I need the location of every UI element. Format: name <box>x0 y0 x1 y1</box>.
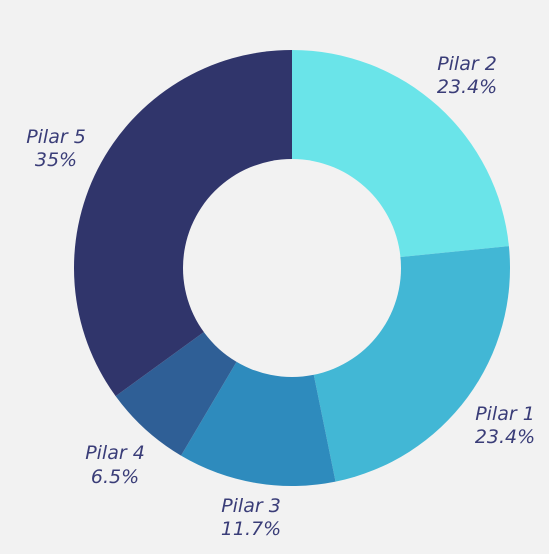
label-pilar-5-value: 35% <box>35 149 77 171</box>
slice-labels: Pilar 2 23.4% Pilar 1 23.4% Pilar 3 11.7… <box>26 53 535 540</box>
label-pilar-1-value: 23.4% <box>475 426 535 448</box>
slice-pilar-5 <box>73 50 293 397</box>
label-pilar-3-value: 11.7% <box>221 518 281 540</box>
label-pilar-3-name: Pilar 3 <box>221 495 281 517</box>
label-pilar-1-name: Pilar 1 <box>475 403 535 425</box>
label-pilar-4-value: 6.5% <box>91 466 139 488</box>
label-pilar-2-name: Pilar 2 <box>437 53 497 75</box>
label-pilar-2-value: 23.4% <box>437 76 497 98</box>
label-pilar-4-name: Pilar 4 <box>85 442 145 464</box>
label-pilar-5-name: Pilar 5 <box>26 126 86 148</box>
donut-hole <box>183 159 401 377</box>
